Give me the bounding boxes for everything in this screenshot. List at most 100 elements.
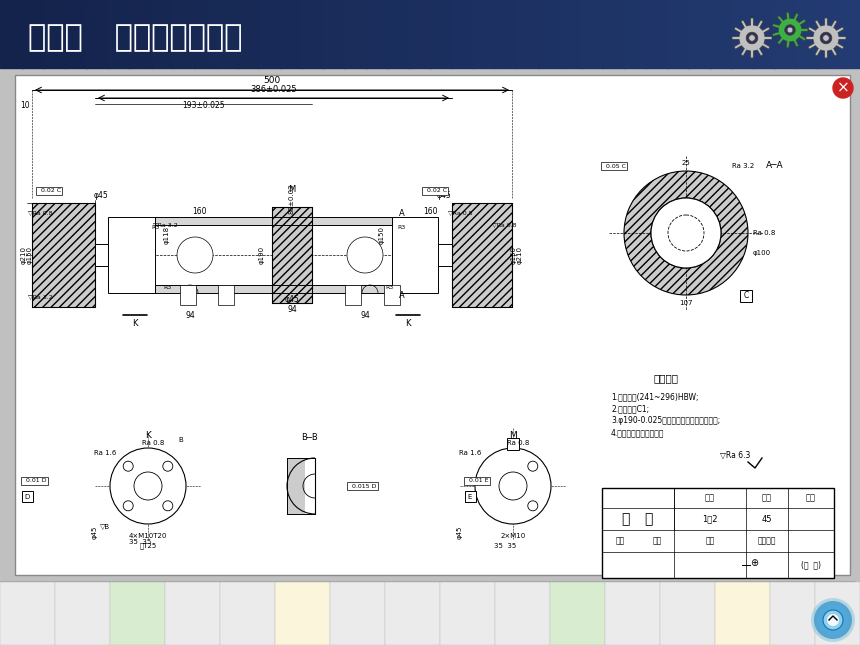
Text: Ra 0.8: Ra 0.8 [753,230,776,236]
Text: 94: 94 [287,306,297,315]
Text: Ra 0.8: Ra 0.8 [142,440,164,446]
Text: 审核: 审核 [705,537,715,546]
Bar [465,491,476,502]
Bar [110,582,165,645]
Bar [438,244,452,266]
Text: 技术要求: 技术要求 [654,373,679,383]
Text: ×: × [837,81,850,95]
Text: φ45: φ45 [285,295,299,304]
Text: 45: 45 [762,515,772,524]
Circle shape [749,35,755,41]
Bar [32,203,95,307]
Bar [740,290,752,302]
Text: 0.01 E: 0.01 E [465,479,488,484]
Bar [660,582,715,645]
Text: 3.φ190-0.025的实际尺寸标注在其外径上;: 3.φ190-0.025的实际尺寸标注在其外径上; [611,416,721,425]
Wedge shape [624,171,748,295]
Bar [366,0,388,68]
Circle shape [787,27,793,33]
Bar [108,217,155,293]
Text: K: K [405,319,411,328]
Bar [559,0,581,68]
Bar [602,488,834,578]
Bar [0,0,22,68]
Bar [194,0,216,68]
Circle shape [833,78,853,98]
Bar [715,582,770,645]
Text: 35  35: 35 35 [129,539,151,545]
Text: Ra 3.2: Ra 3.2 [732,163,754,169]
Text: A: A [399,292,405,301]
Bar [272,207,312,303]
Bar [392,217,438,293]
Polygon shape [772,12,808,48]
Bar [774,0,796,68]
Bar [688,0,710,68]
Text: 1.调质处理(241~296)HBW;: 1.调质处理(241~296)HBW; [611,392,698,401]
Circle shape [827,614,839,626]
Text: ⊕: ⊕ [750,558,758,568]
Text: Ra 0.8: Ra 0.8 [507,440,529,446]
Bar [0,582,55,645]
Bar [258,0,280,68]
Text: R3: R3 [150,225,159,230]
Bar [15,75,850,575]
Text: ▽Ra 0.8: ▽Ra 0.8 [28,210,52,215]
Text: 193±0.025: 193±0.025 [182,101,224,110]
Bar [384,285,400,305]
Text: 0.02 C: 0.02 C [37,188,61,193]
Text: ▽Ra 6.3: ▽Ra 6.3 [720,450,751,459]
Circle shape [651,198,721,268]
Bar [64,0,87,68]
Bar [838,0,860,68]
Text: 107: 107 [679,300,693,306]
Bar [580,0,603,68]
Bar [452,203,512,307]
Circle shape [475,448,551,524]
Text: D: D [24,494,29,500]
Text: 学号: 学号 [653,537,661,546]
Text: A─A: A─A [766,161,783,170]
Circle shape [163,461,173,471]
Bar [495,582,550,645]
Bar [220,582,275,645]
Text: φ150: φ150 [27,246,33,264]
Text: K: K [145,432,151,441]
Text: 刀   杆: 刀 杆 [623,512,654,526]
Text: 比例: 比例 [705,493,715,502]
Text: E: E [468,494,472,500]
Text: 500: 500 [263,76,280,85]
Bar [605,582,660,645]
Circle shape [163,501,173,511]
Bar [430,0,452,68]
Text: 材料: 材料 [762,493,772,502]
Text: Ra 1.6: Ra 1.6 [459,450,482,456]
Bar [710,0,732,68]
Bar [155,285,392,293]
Text: 4.插键槽时允许有空刀。: 4.插键槽时允许有空刀。 [611,428,665,437]
Text: φ45: φ45 [437,190,452,199]
Bar [86,0,108,68]
Text: φ210: φ210 [21,246,27,264]
Bar [150,0,173,68]
Text: C: C [743,292,748,301]
Text: A: A [399,210,405,219]
Bar [452,0,474,68]
Text: 1：2: 1：2 [703,515,718,524]
Text: 94: 94 [185,310,195,319]
Bar [280,0,302,68]
Bar [752,0,775,68]
Text: M: M [288,184,296,194]
Circle shape [811,598,855,642]
Bar [330,582,385,645]
Circle shape [134,472,162,500]
Bar [155,217,392,225]
Bar [345,285,361,305]
Text: φ100: φ100 [753,250,771,256]
Text: K: K [132,319,138,328]
Text: φ150: φ150 [511,246,517,264]
Bar [218,285,234,305]
Bar [55,582,110,645]
Bar [507,438,519,450]
Bar [645,0,667,68]
